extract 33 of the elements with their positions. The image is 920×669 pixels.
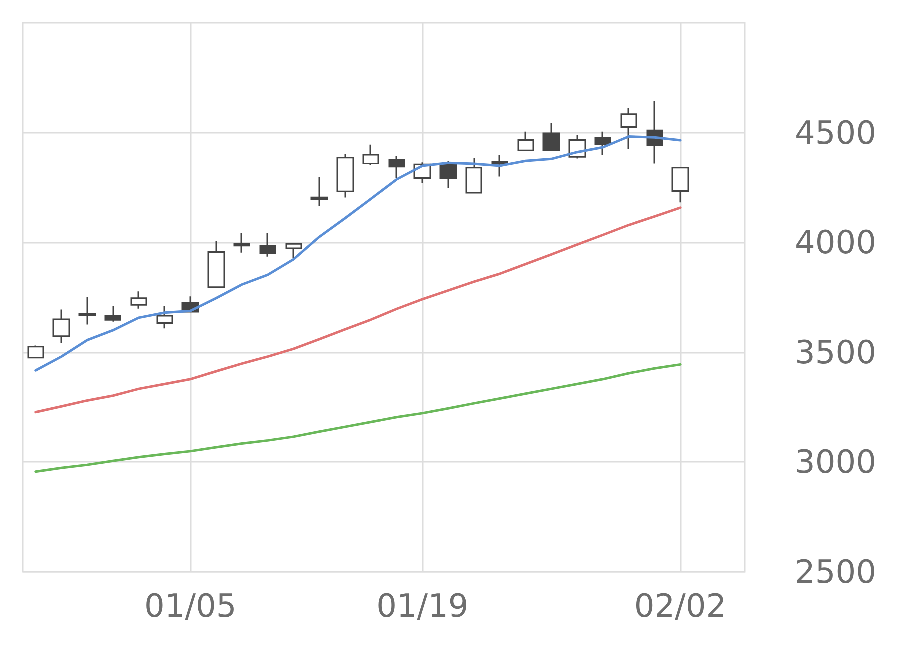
candlestick (466, 157, 482, 194)
candlestick (260, 232, 276, 258)
x-tick-label: 01/05 (144, 587, 237, 625)
candlestick (362, 144, 380, 166)
y-tick-label: 3000 (795, 443, 876, 482)
candlestick (594, 131, 612, 156)
line-series (34, 363, 682, 474)
candlestick (310, 176, 328, 207)
y-tick-label: 4500 (795, 114, 876, 152)
candlestick (672, 167, 690, 204)
y-tick-label: 3500 (795, 333, 876, 372)
candlestick (156, 306, 174, 330)
x-tick-label: 02/02 (634, 587, 727, 625)
y-tick-label: 4000 (795, 224, 876, 262)
candlestick (336, 154, 354, 199)
y-tick-label: 2500 (795, 553, 876, 591)
candlestick (78, 296, 96, 326)
candlestick (620, 108, 638, 150)
x-tick-label: 01/19 (376, 587, 469, 625)
candlestick (388, 155, 406, 180)
line-series (34, 136, 682, 372)
candlestick (492, 154, 508, 178)
candlestick (518, 131, 534, 152)
line-series (34, 206, 682, 414)
candlestick (52, 309, 70, 344)
candlestick (130, 290, 148, 310)
candlestick (286, 242, 302, 259)
candlestick (104, 306, 122, 323)
candlestick (208, 240, 226, 288)
candlestick (440, 160, 458, 189)
candlestick (234, 232, 250, 254)
candlestick (28, 345, 44, 359)
candlestick (542, 122, 560, 152)
